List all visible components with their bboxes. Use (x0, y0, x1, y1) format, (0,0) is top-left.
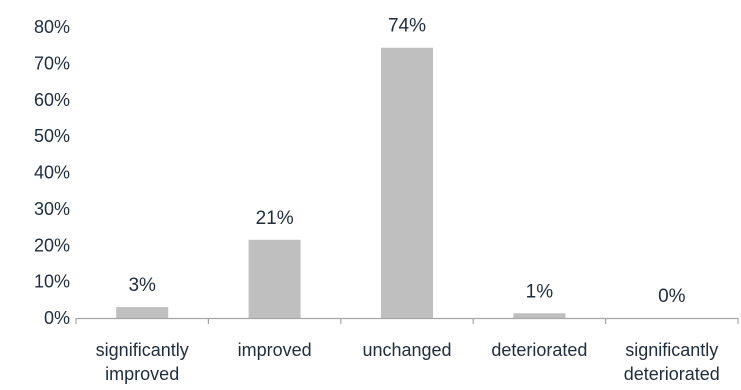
data-labels: 3% 21% 74% 1% 0% (128, 16, 685, 307)
y-axis-labels: 0% 10% 20% 30% 40% 50% 60% 70% 80% (34, 17, 70, 328)
x-category-label: significantly deteriorated (624, 340, 720, 384)
bar (381, 47, 433, 318)
bar (513, 313, 566, 318)
x-axis-labels: significantly improved improved unchanged de… (96, 340, 720, 384)
bars (116, 47, 566, 318)
y-tick-label: 10% (34, 272, 70, 292)
bar (248, 239, 301, 318)
x-category-label-line: unchanged (362, 340, 451, 360)
x-category-label: improved (238, 340, 312, 360)
y-tick-label: 50% (34, 126, 70, 146)
x-category-label: significantly improved (96, 340, 189, 384)
y-tick-label: 0% (44, 308, 70, 328)
x-category-label-line: improved (105, 364, 179, 384)
data-label: 3% (128, 275, 156, 296)
y-tick-label: 60% (34, 90, 70, 110)
data-label: 1% (526, 281, 554, 302)
x-category-label-line: improved (238, 340, 312, 360)
x-category-label-line: deteriorated (624, 364, 720, 384)
bar (116, 307, 169, 318)
y-tick-label: 20% (34, 235, 70, 255)
x-category-label: deteriorated (491, 340, 587, 360)
x-category-label: unchanged (362, 340, 451, 360)
x-category-label-line: significantly (96, 340, 189, 360)
y-tick-label: 40% (34, 163, 70, 183)
data-label: 0% (658, 286, 686, 307)
data-label: 21% (256, 208, 294, 229)
x-category-label-line: significantly (625, 340, 718, 360)
y-tick-label: 70% (34, 53, 70, 73)
x-axis (75, 317, 739, 324)
x-category-label-line: deteriorated (491, 340, 587, 360)
data-label: 74% (388, 16, 426, 37)
y-tick-label: 80% (34, 17, 70, 37)
y-tick-label: 30% (34, 199, 70, 219)
